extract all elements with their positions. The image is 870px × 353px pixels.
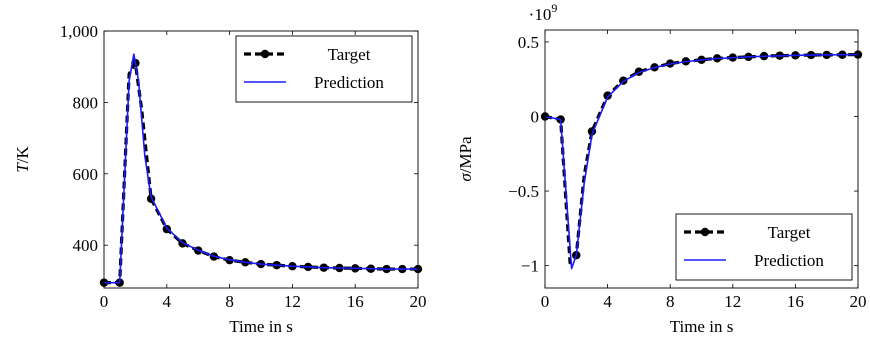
x-tick-label: 20 [410,292,427,311]
y-axis-label: σ/MPa [456,136,475,182]
x-tick-label: 20 [850,292,867,311]
x-tick-label: 12 [724,292,741,311]
y-tick-label: 400 [73,236,99,255]
y-tick-label: 800 [73,93,99,112]
legend: Target Prediction [675,213,853,281]
x-tick-label: 0 [541,292,550,311]
legend: Target Prediction [235,35,413,103]
y-axis-label-unit: /MPa [456,136,475,173]
legend-label-prediction: Prediction [314,73,384,92]
chart-panel-2: 0 4 8 12 16 20 −1 −0.5 0 0.5 Time in s σ/MPa ·109 Tar… [456,1,867,336]
x-tick-label: 16 [347,292,364,311]
y-tick-label: 0.5 [518,33,539,52]
x-tick-label: 0 [100,292,109,311]
y-tick-label: 0 [531,107,540,126]
x-tick-label: 4 [163,292,172,311]
legend-label-prediction: Prediction [754,251,824,270]
legend-marker [700,227,710,237]
y-axis-label: T/K [13,146,32,173]
series-line-prediction [545,53,858,270]
x-axis-label: Time in s [670,317,734,336]
legend-label-target: Target [768,223,811,242]
x-tick-label: 8 [666,292,675,311]
y-axis-label-unit: /K [13,146,32,164]
plot-frame [544,29,859,289]
x-tick-label: 16 [787,292,804,311]
y-tick-label: −1 [521,257,539,276]
data-point [603,91,612,100]
y-tick-label: 1,000 [60,22,98,41]
x-tick-label: 4 [603,292,612,311]
x-tick-label: 8 [225,292,234,311]
y-axis-label-symbol: σ [456,173,475,182]
y-tick-label: 600 [73,165,99,184]
legend-marker [260,49,270,59]
x-axis-label: Time in s [229,317,293,336]
axis-scale-exponent: 9 [551,1,557,15]
series-line-prediction [104,53,418,284]
plot-frame [103,30,419,289]
legend-label-target: Target [328,45,371,64]
y-axis-label-symbol: T [13,162,32,173]
legend-box [235,35,413,103]
axis-scale-base: ·10 [529,5,552,24]
chart-panel-1: 0 4 8 12 16 20 400 600 800 1,000 Time in s T/K Targe… [13,22,427,336]
y-tick-label: −0.5 [508,182,539,201]
legend-box [675,213,853,281]
axis-scale-label: ·109 [529,1,558,24]
x-tick-label: 12 [284,292,301,311]
